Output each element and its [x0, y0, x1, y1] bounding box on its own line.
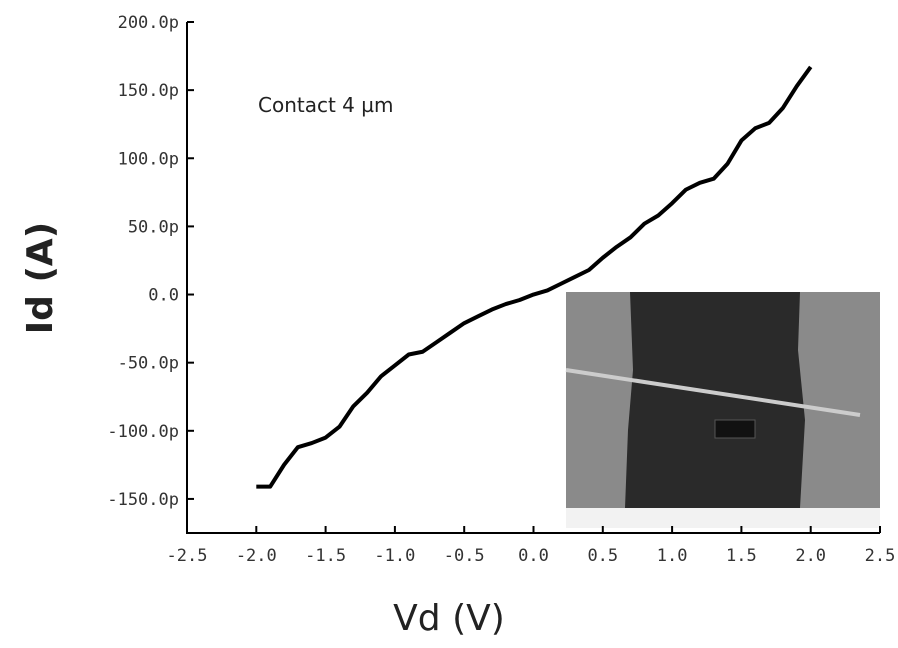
- y-tick-label: -100.0p: [107, 422, 179, 442]
- x-tick-label: -2.5: [167, 546, 208, 566]
- x-tick-label: 2.5: [865, 546, 896, 566]
- y-axis-title: Id (A): [20, 222, 61, 334]
- y-tick-label: -150.0p: [107, 490, 179, 510]
- x-tick-label: -1.0: [374, 546, 415, 566]
- x-tick-label: 0.0: [518, 546, 549, 566]
- annotation: Contact 4 µm: [258, 93, 393, 117]
- x-tick-label: 0.5: [587, 546, 618, 566]
- x-tick-label: 2.0: [795, 546, 826, 566]
- y-tick-label: -50.0p: [118, 354, 179, 374]
- x-axis-title: Vd (V): [393, 598, 505, 639]
- x-tick-label: 1.0: [657, 546, 688, 566]
- x-tick-label: -2.0: [236, 546, 277, 566]
- x-tick-label: 1.5: [726, 546, 757, 566]
- y-tick-label: 200.0p: [118, 13, 179, 33]
- y-tick-label: 150.0p: [118, 81, 179, 101]
- y-tick-label: 100.0p: [118, 149, 179, 169]
- x-tick-label: -1.5: [305, 546, 346, 566]
- y-tick-label: 0.0: [148, 286, 179, 306]
- sem-inset: [565, 292, 880, 528]
- y-tick-label: 50.0p: [128, 217, 179, 237]
- data-line: [256, 65, 813, 489]
- x-tick-label: -0.5: [444, 546, 485, 566]
